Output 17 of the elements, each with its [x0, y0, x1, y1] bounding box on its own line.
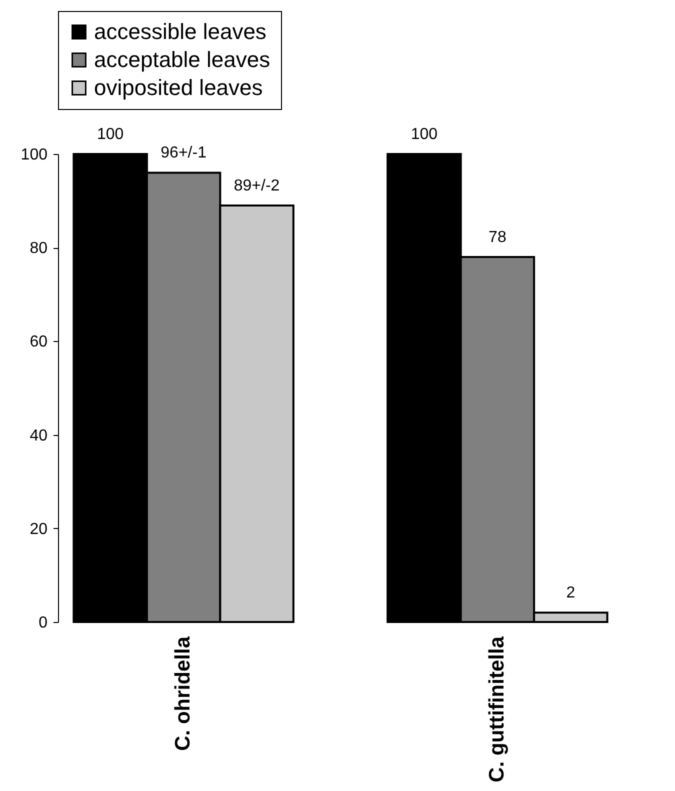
y-tick-label: 100: [20, 146, 48, 164]
x-tick-label: C. ohridella: [172, 636, 195, 751]
y-tick-label: 40: [30, 427, 48, 444]
data-label: 89+/-2: [234, 177, 280, 194]
y-tick-label: 20: [30, 520, 48, 538]
legend-label: oviposited leaves: [94, 75, 263, 100]
y-tick-label: 0: [38, 614, 48, 632]
legend-label: accessible leaves: [94, 19, 266, 44]
data-label: 100: [410, 126, 438, 143]
data-label: 96+/-1: [160, 144, 207, 162]
y-tick-label: 60: [30, 334, 48, 351]
y-tick-label: 80: [30, 240, 48, 258]
data-label: 100: [96, 126, 124, 143]
x-tick-label: C. guttifinitella: [485, 636, 508, 782]
data-label: 78: [488, 228, 506, 246]
legend-label: acceptable leaves: [94, 47, 270, 72]
data-label: 2: [566, 584, 576, 602]
